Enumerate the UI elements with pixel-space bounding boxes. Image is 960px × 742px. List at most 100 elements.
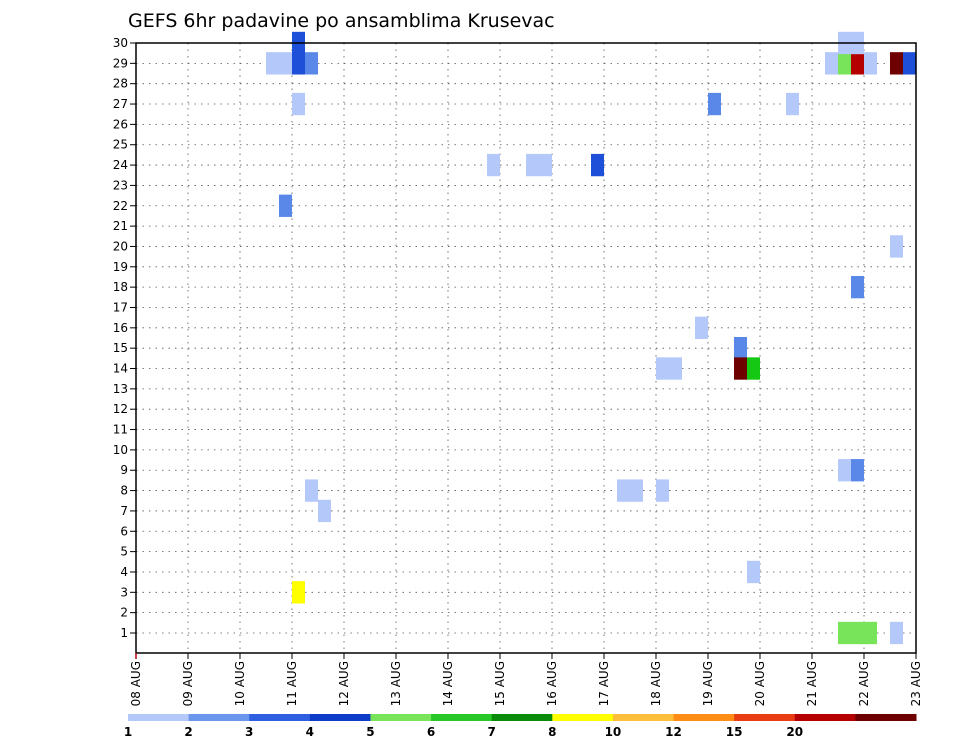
data-cell	[851, 459, 864, 482]
colorbar-swatch	[612, 714, 675, 721]
data-cell	[292, 52, 305, 75]
y-tick-label: 13	[113, 382, 128, 396]
x-tick-label: 15 AUG	[493, 661, 507, 706]
y-tick-label: 6	[120, 524, 128, 538]
y-tick-label: 1	[120, 626, 128, 640]
data-cell	[656, 479, 669, 502]
colorbar-swatch	[431, 714, 493, 721]
x-tick-label: 14 AUG	[441, 661, 455, 706]
data-cell	[734, 357, 747, 380]
data-cell	[786, 92, 799, 116]
data-cell	[487, 153, 500, 177]
y-tick-label: 15	[113, 341, 128, 355]
colorbar-swatch	[188, 714, 250, 721]
colorbar-label: 8	[548, 725, 556, 739]
data-cell	[890, 235, 903, 258]
colorbar-label: 12	[665, 725, 682, 739]
x-tick-label: 23 AUG	[909, 661, 923, 706]
data-cell	[526, 153, 552, 177]
y-tick-label: 3	[120, 585, 128, 599]
y-tick-label: 29	[113, 56, 128, 70]
y-tick-label: 16	[113, 321, 128, 335]
data-cell	[305, 479, 318, 502]
x-tick-label: 17 AUG	[597, 661, 611, 706]
y-tick-label: 23	[113, 178, 128, 192]
y-tick-label: 25	[113, 138, 128, 152]
data-cells	[266, 31, 916, 645]
y-tick-label: 21	[113, 219, 128, 233]
data-cell	[292, 92, 305, 116]
y-tick-label: 20	[113, 239, 128, 253]
y-tick-label: 4	[120, 565, 128, 579]
colorbar-swatch	[309, 714, 371, 721]
data-cell	[734, 337, 747, 360]
data-cell	[864, 52, 877, 75]
colorbar-swatch	[855, 714, 917, 721]
colorbar: 1 2 3 4 5 6 7 8 10 12 15 20	[124, 714, 917, 739]
data-cell	[708, 92, 721, 116]
colorbar-label: 10	[605, 725, 622, 739]
colorbar-label: 3	[245, 725, 253, 739]
colorbar-swatch	[734, 714, 796, 721]
y-tick-label: 17	[113, 300, 128, 314]
colorbar-swatch	[370, 714, 432, 721]
x-tick-label: 19 AUG	[701, 661, 715, 706]
y-tick-label: 12	[113, 402, 128, 416]
x-tick-label: 22 AUG	[857, 661, 871, 706]
x-tick-label: 12 AUG	[337, 661, 351, 706]
data-cell	[656, 357, 682, 380]
x-axis: 08 AUG 09 AUG 10 AUG 11 AUG 12 AUG 13 AUG 14 A…	[129, 653, 923, 706]
y-tick-label: 9	[120, 463, 128, 477]
colorbar-label: 2	[184, 725, 192, 739]
colorbar-label: 4	[306, 725, 314, 739]
colorbar-swatch	[794, 714, 856, 721]
y-tick-label: 22	[113, 199, 128, 213]
x-tick-label: 10 AUG	[233, 661, 247, 706]
grid-lines	[136, 42, 916, 653]
data-cell	[890, 621, 903, 645]
x-tick-label: 08 AUG	[129, 661, 143, 706]
x-tick-label: 18 AUG	[649, 661, 663, 706]
y-tick-label: 18	[113, 280, 128, 294]
chart-title: GEFS 6hr padavine po ansamblima Krusevac	[128, 10, 555, 32]
data-cell	[825, 52, 838, 75]
data-cell	[318, 499, 331, 523]
data-cell	[747, 357, 760, 380]
colorbar-swatch	[491, 714, 553, 721]
colorbar-swatch	[673, 714, 735, 721]
x-tick-label: 16 AUG	[545, 661, 559, 706]
colorbar-label: 1	[124, 725, 132, 739]
colorbar-swatch	[249, 714, 311, 721]
x-tick-label: 13 AUG	[389, 661, 403, 706]
colorbar-swatch	[128, 714, 190, 721]
y-tick-label: 26	[113, 117, 128, 131]
y-tick-label: 30	[113, 36, 128, 50]
x-tick-label: 11 AUG	[285, 661, 299, 706]
y-tick-label: 11	[113, 423, 128, 437]
data-cell	[838, 621, 877, 645]
colorbar-swatch	[552, 714, 614, 721]
colorbar-label: 5	[366, 725, 374, 739]
y-tick-label: 8	[120, 484, 128, 498]
y-tick-label: 27	[113, 97, 128, 111]
colorbar-label: 20	[786, 725, 803, 739]
y-tick-label: 28	[113, 77, 128, 91]
data-cell	[695, 316, 708, 339]
data-cell	[591, 153, 604, 177]
y-tick-label: 2	[120, 606, 128, 620]
data-cell	[617, 479, 643, 502]
x-tick-label: 21 AUG	[805, 661, 819, 706]
data-cell	[838, 52, 851, 75]
x-tick-label: 20 AUG	[753, 661, 767, 706]
colorbar-label: 6	[427, 725, 435, 739]
y-tick-label: 7	[120, 504, 128, 518]
colorbar-label: 7	[488, 725, 496, 739]
y-tick-label: 19	[113, 260, 128, 274]
data-cell	[851, 275, 864, 299]
y-tick-label: 10	[113, 443, 128, 457]
data-cell	[305, 52, 318, 75]
data-cell	[266, 52, 292, 75]
y-tick-label: 5	[120, 545, 128, 559]
x-tick-label: 09 AUG	[181, 661, 195, 706]
